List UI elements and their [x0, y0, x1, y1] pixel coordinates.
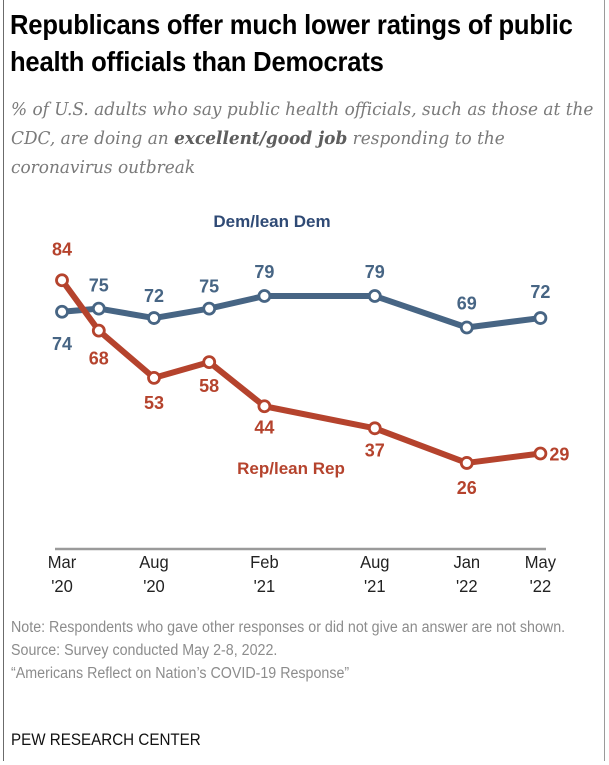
x-tick-label-year: '22	[530, 575, 552, 596]
dem-data-label: 72	[144, 286, 164, 306]
dem-data-label: 75	[89, 276, 109, 296]
rep-point-marker	[147, 370, 161, 385]
x-tick-label-year: '21	[254, 575, 276, 596]
rep-point-marker	[202, 355, 217, 370]
rep-data-label: 26	[457, 478, 477, 498]
x-tick-label-month: May	[525, 551, 557, 572]
footer-source: Source: Survey conducted May 2-8, 2022.	[11, 642, 278, 659]
dem-point-marker	[459, 320, 474, 335]
dem-point-marker	[55, 304, 69, 319]
rep-point-marker	[55, 273, 69, 288]
dem-data-label: 75	[199, 277, 219, 297]
dem-point-marker	[533, 311, 548, 325]
dem-series-line	[59, 293, 544, 331]
chart-subtitle: % of U.S. adults who say public health o…	[11, 95, 594, 182]
x-tick-label-year: '22	[456, 575, 478, 596]
rep-point-marker	[257, 399, 272, 414]
dem-point-marker	[257, 289, 272, 303]
x-tick-label-month: Feb	[250, 551, 279, 572]
x-tick-label-month: Aug	[139, 551, 168, 572]
rep-data-label: 58	[199, 376, 219, 396]
line-chart: Mar '20 Aug '20 Feb '21 Aug '21 Jan '22 May '22 74 7…	[48, 212, 570, 596]
legend-rep: Rep/lean Rep	[237, 459, 345, 478]
dem-point-marker	[147, 311, 161, 325]
x-tick-label-month: Jan	[453, 551, 480, 572]
dem-data-label: 79	[365, 262, 385, 282]
rep-data-label: 84	[52, 239, 72, 259]
rep-data-label: 44	[254, 417, 274, 437]
dem-data-label: 74	[52, 334, 72, 354]
dem-point-marker	[367, 289, 382, 303]
chart-title: Republicans offer much lower ratings of …	[10, 9, 573, 77]
x-tick-label-year: '20	[51, 575, 73, 596]
rep-data-label: 68	[89, 349, 109, 369]
chart-footer: Note: Respondents who gave other respons…	[11, 616, 600, 685]
footer-note: Note: Respondents who gave other respons…	[11, 619, 566, 636]
x-tick-label-month: Mar	[48, 551, 77, 572]
dem-point-marker	[202, 301, 217, 316]
pew-brand: PEW RESEARCH CENTER	[11, 731, 201, 749]
rep-series-line	[59, 277, 544, 466]
legend-dem: Dem/lean Dem	[213, 212, 330, 231]
dem-point-marker	[91, 301, 106, 316]
subtitle-text-end: responding to the coronavirus outbreak	[11, 128, 505, 178]
rep-point-marker	[459, 456, 474, 470]
rep-point-marker	[367, 421, 382, 436]
dem-data-label: 69	[457, 294, 477, 314]
x-tick-label-month: Aug	[360, 551, 389, 572]
chart-frame	[3, 0, 605, 761]
subtitle-emphasis: excellent/good job	[174, 128, 348, 149]
rep-data-label: 37	[365, 440, 385, 460]
rep-point-marker	[91, 323, 106, 338]
subtitle-text: % of U.S. adults who say public health o…	[11, 99, 594, 149]
x-tick-label-year: '20	[143, 575, 165, 596]
x-tick-label-year: '21	[364, 575, 386, 596]
footer-report: “Americans Reflect on Nation’s COVID-19 …	[11, 665, 350, 682]
rep-data-label: 29	[549, 445, 569, 465]
rep-data-label: 53	[144, 393, 164, 413]
dem-data-label: 72	[530, 282, 550, 302]
dem-data-label: 79	[254, 262, 274, 282]
rep-point-marker	[533, 446, 548, 461]
